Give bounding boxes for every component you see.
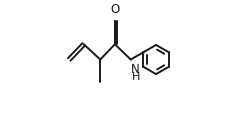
Text: N: N [131,63,140,76]
Text: O: O [110,3,120,16]
Text: H: H [132,72,140,82]
